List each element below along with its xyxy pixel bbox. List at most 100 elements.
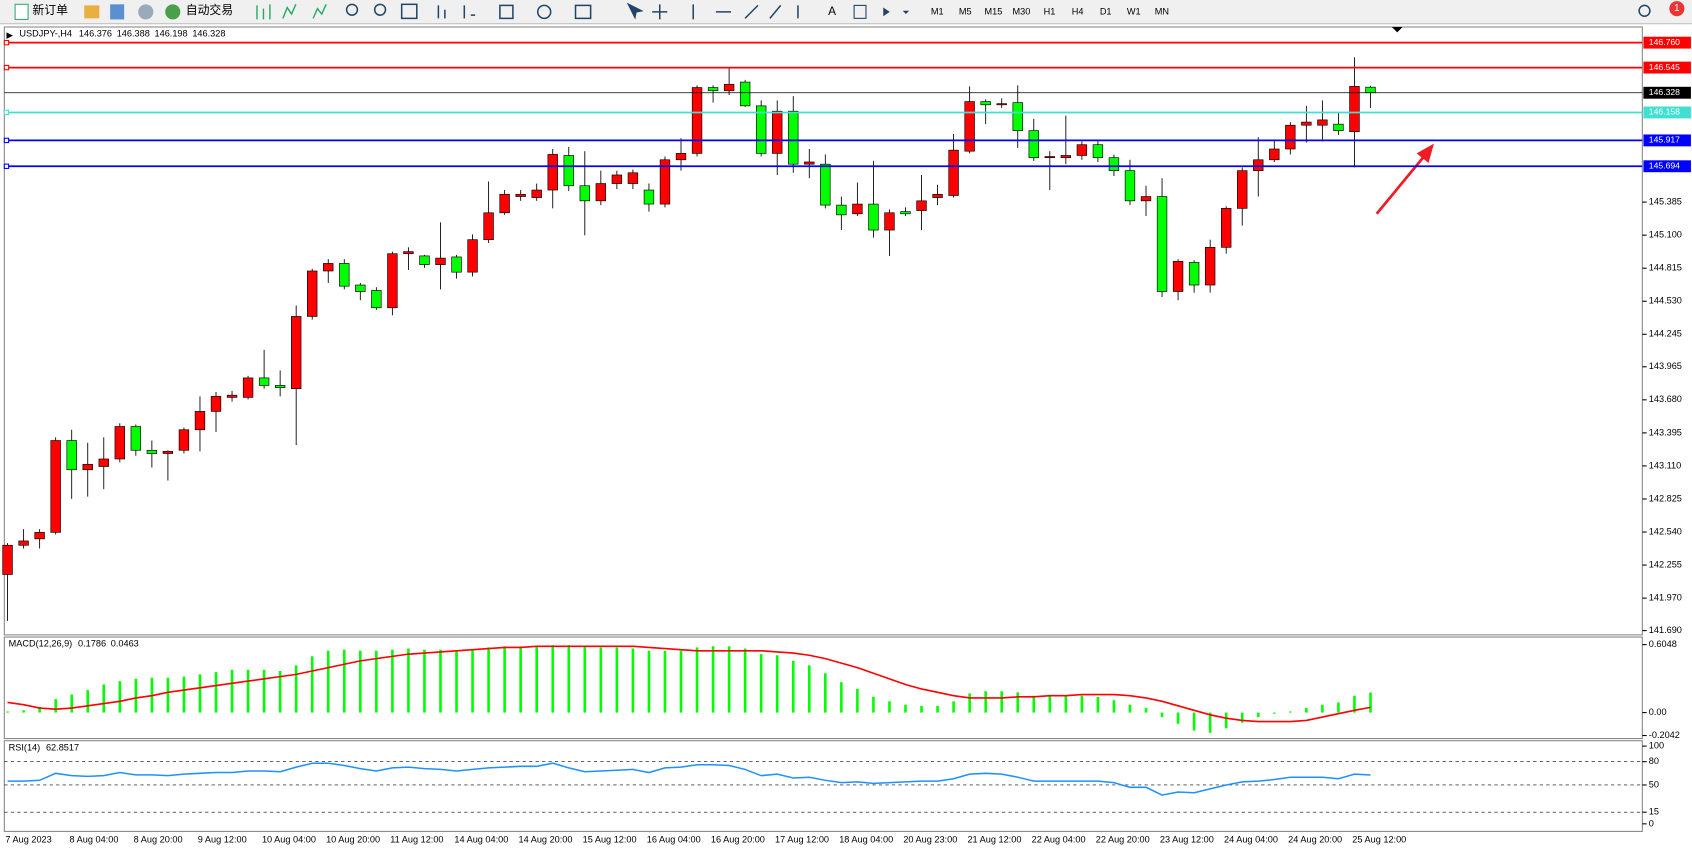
- macd-bar: [1048, 695, 1052, 713]
- macd-bar: [503, 646, 506, 713]
- x-tick-label: 23 Aug 12:00: [1160, 834, 1214, 844]
- timeframe-button[interactable]: M5: [959, 6, 972, 16]
- price-panel: [3, 26, 1643, 636]
- candle-body: [723, 83, 735, 92]
- candle-body: [242, 377, 254, 398]
- candle-body: [258, 377, 270, 386]
- y-tick-label: -0.2042: [1649, 730, 1680, 740]
- icon[interactable]: [84, 5, 100, 19]
- candle-body: [707, 87, 719, 92]
- candle-body: [130, 426, 142, 451]
- candle-body: [1301, 121, 1312, 126]
- timeframe-button[interactable]: D1: [1100, 6, 1112, 16]
- auto-trading-label: 自动交易: [186, 3, 233, 17]
- macd-header: MACD(12,26,9) 0.1786 0.0463: [9, 639, 139, 649]
- level-label: 145.694: [1649, 161, 1680, 171]
- icon: [626, 2, 644, 20]
- candle-body: [50, 440, 61, 533]
- candle-body: [659, 159, 671, 205]
- auto-trading-button[interactable]: 自动交易: [165, 3, 233, 20]
- macd-bar: [1176, 712, 1180, 724]
- macd-bar: [1032, 695, 1036, 713]
- candle-body: [1349, 86, 1360, 133]
- macd-panel: [3, 636, 1643, 740]
- zoom-icons[interactable]: [345, 2, 799, 20]
- macd-bar: [198, 674, 202, 713]
- x-tick-label: 10 Aug 20:00: [326, 834, 380, 844]
- candle-body: [1269, 148, 1280, 161]
- macd-bar: [1353, 695, 1356, 713]
- x-tick-label: 22 Aug 04:00: [1032, 834, 1086, 844]
- macd-bar: [695, 647, 699, 713]
- y-tick-label: 142.825: [1649, 493, 1682, 503]
- macd-bar: [487, 647, 490, 713]
- macd-bar: [6, 711, 9, 713]
- candle-body: [194, 411, 206, 431]
- search-icon[interactable]: [1638, 4, 1651, 17]
- candle-body: [611, 174, 623, 184]
- x-tick-label: 21 Aug 12:00: [967, 834, 1021, 844]
- macd-bar: [599, 647, 603, 713]
- rsi-line: [7, 762, 1371, 796]
- macd-bar: [1224, 712, 1228, 729]
- macd-bar: [1208, 712, 1212, 733]
- new-order-button[interactable]: 新订单: [14, 3, 68, 20]
- candle-body: [2, 544, 13, 575]
- level-label-box: [1643, 134, 1691, 147]
- arrow-tool[interactable]: [883, 7, 910, 17]
- macd-bar: [214, 672, 218, 713]
- timeframe-button[interactable]: M1: [931, 6, 944, 16]
- timeframe-button[interactable]: W1: [1127, 6, 1141, 16]
- candle-body: [1221, 208, 1232, 248]
- icon[interactable]: [110, 4, 125, 20]
- macd-bar: [134, 678, 138, 713]
- macd-bar: [952, 701, 955, 713]
- y-tick-label: 143.395: [1649, 427, 1682, 437]
- macd-bar: [679, 650, 683, 713]
- candle-body: [1365, 86, 1376, 94]
- macd-bar: [262, 669, 266, 713]
- candle-body: [627, 172, 639, 184]
- x-tick-label: 16 Aug 04:00: [647, 834, 701, 844]
- candle-body: [948, 149, 959, 196]
- timeframe-button[interactable]: M30: [1013, 6, 1031, 16]
- signal-value: 0.0463: [111, 639, 139, 649]
- timeframe-button[interactable]: MN: [1155, 6, 1169, 16]
- macd-bar: [86, 690, 90, 713]
- timeframe-button[interactable]: M15: [984, 6, 1002, 16]
- alert-count: 1: [1674, 3, 1679, 14]
- last-open: 146.376: [79, 29, 112, 39]
- last-low: 146.198: [155, 29, 188, 39]
- icon[interactable]: [138, 4, 154, 20]
- x-tick-label: 24 Aug 20:00: [1288, 834, 1342, 844]
- candle-body: [114, 426, 125, 460]
- candle-body: [1188, 262, 1200, 286]
- x-tick-label: 14 Aug 04:00: [454, 834, 508, 844]
- label-tool[interactable]: [853, 4, 867, 19]
- y-tick-label: 145.100: [1649, 230, 1682, 240]
- candle-body: [675, 153, 687, 161]
- text-tool[interactable]: A: [828, 4, 836, 18]
- timeframe-button[interactable]: H4: [1072, 6, 1084, 16]
- timeframe-button[interactable]: H1: [1044, 6, 1056, 16]
- candle-body: [916, 200, 927, 211]
- candle-body: [1156, 196, 1168, 292]
- x-tick-label: 15 Aug 12:00: [583, 834, 637, 844]
- icon: [437, 5, 476, 19]
- new-order-label: 新订单: [32, 3, 68, 17]
- y-tick-label: 0: [1649, 818, 1654, 828]
- candle-body: [1317, 119, 1328, 126]
- rsi-header: RSI(14) 62.8517: [9, 743, 79, 753]
- alert-badge[interactable]: [1669, 1, 1685, 17]
- icon: [14, 3, 29, 20]
- chart-type-icons[interactable]: [256, 4, 327, 20]
- icon: [400, 3, 418, 20]
- level-label-box: [1643, 106, 1691, 119]
- macd-bar: [294, 665, 298, 713]
- y-tick-label: 142.540: [1649, 526, 1682, 536]
- candle-body: [371, 290, 382, 309]
- bid-label: 146.328: [1649, 87, 1680, 97]
- last-high: 146.388: [117, 29, 150, 39]
- candle-body: [932, 194, 943, 198]
